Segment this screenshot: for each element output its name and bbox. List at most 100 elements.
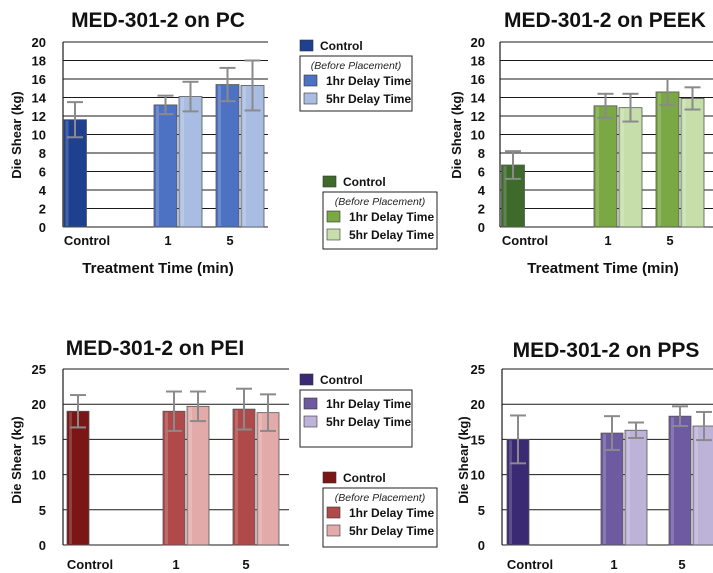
chart-1: MED-301-2 on PEEK 0 2 4 6 8 10 12 14 16 18 20 Die Sh… [449, 9, 713, 277]
y-axis-label: Die Shear (kg) [9, 91, 24, 178]
x-tick-label: Control [64, 233, 110, 248]
legend-label: 5hr Delay Time [349, 228, 434, 242]
bar-highlight [671, 417, 674, 544]
legend-swatch [326, 228, 341, 241]
x-tick-label: 5 [226, 233, 233, 248]
bar-highlight [259, 413, 262, 544]
y-tick-label: 10 [471, 468, 485, 483]
y-tick-label: 10 [471, 128, 485, 143]
y-tick-label: 10 [32, 128, 46, 143]
y-tick-label: 0 [478, 220, 485, 235]
bar-highlight [603, 434, 606, 544]
legend-subtitle: (Before Placement) [335, 196, 425, 208]
y-tick-label: 20 [471, 35, 485, 50]
bar-highlight [69, 412, 72, 544]
legend-swatch [322, 175, 337, 188]
y-tick-label: 15 [471, 432, 485, 447]
y-tick-label: 12 [471, 109, 485, 124]
y-axis-label: Die Shear (kg) [9, 416, 24, 503]
legend-3: Control 1hr Delay Time 5hr Delay Time [299, 373, 413, 448]
chart-title: MED-301-2 on PPS [513, 339, 700, 362]
legend-0: Control (Before Placement) 1hr Delay Time 5… [299, 39, 413, 112]
y-tick-label: 8 [478, 146, 485, 161]
legend-swatch [326, 524, 341, 537]
legend-swatch [303, 397, 318, 410]
x-tick-label: 1 [172, 557, 179, 572]
y-tick-label: 25 [32, 362, 46, 377]
legend-box [322, 191, 438, 250]
y-tick-label: 20 [471, 397, 485, 412]
bar-highlight [695, 427, 698, 544]
y-tick-label: 8 [39, 146, 46, 161]
bar-highlight [596, 106, 599, 226]
y-tick-label: 4 [39, 183, 47, 198]
legend-subtitle: (Before Placement) [311, 60, 401, 72]
legend-label: Control [320, 373, 363, 387]
x-tick-label: 5 [242, 557, 249, 572]
y-tick-label: 20 [32, 35, 46, 50]
legend-1: Control (Before Placement) 1hr Delay Time 5… [322, 175, 438, 250]
x-tick-label: 5 [666, 233, 673, 248]
bar-highlight [621, 108, 624, 226]
y-axis-label: Die Shear (kg) [449, 91, 464, 178]
y-tick-label: 16 [32, 72, 46, 87]
chart-title: MED-301-2 on PEEK [504, 9, 706, 32]
legend-label: 1hr Delay Time [326, 397, 411, 411]
bar-highlight [243, 86, 246, 226]
bar-highlight [683, 99, 686, 226]
legend-swatch [326, 210, 341, 223]
y-tick-label: 18 [471, 54, 485, 69]
bar-highlight [509, 440, 512, 544]
bar-highlight [235, 410, 238, 544]
bar-highlight [156, 105, 159, 226]
y-tick-label: 15 [32, 432, 46, 447]
bar-highlight [165, 412, 168, 544]
y-tick-label: 10 [32, 468, 46, 483]
y-tick-label: 4 [478, 183, 486, 198]
legend-swatch [299, 373, 314, 386]
y-tick-label: 25 [471, 362, 485, 377]
chart-title: MED-301-2 on PEI [66, 337, 245, 360]
legend-swatch [299, 39, 314, 52]
legend-label: 1hr Delay Time [326, 74, 411, 88]
chart-title: MED-301-2 on PC [71, 9, 245, 32]
legend-box [299, 55, 413, 112]
bar-highlight [65, 120, 69, 226]
legend-label: Control [343, 175, 386, 189]
legend-swatch [303, 92, 318, 105]
legend-box [299, 389, 413, 448]
bar-highlight [181, 97, 184, 226]
bar-highlight [189, 407, 192, 544]
bar-highlight [658, 92, 661, 226]
x-tick-label: Control [502, 233, 548, 248]
legend-label: 5hr Delay Time [326, 415, 411, 429]
legend-label: Control [343, 471, 386, 485]
y-tick-label: 20 [32, 397, 46, 412]
y-tick-label: 5 [478, 503, 485, 518]
bar-highlight [627, 431, 630, 544]
bar-highlight [503, 166, 507, 226]
y-tick-label: 16 [471, 72, 485, 87]
y-tick-label: 5 [39, 503, 46, 518]
legend-swatch [303, 74, 318, 87]
y-tick-label: 14 [32, 91, 47, 106]
legend-label: 5hr Delay Time [326, 92, 411, 106]
y-tick-label: 0 [39, 538, 46, 553]
x-tick-label: 5 [678, 557, 685, 572]
y-tick-label: 2 [478, 202, 485, 217]
y-tick-label: 18 [32, 54, 46, 69]
y-tick-label: 2 [39, 202, 46, 217]
y-tick-label: 12 [32, 109, 46, 124]
legend-subtitle: (Before Placement) [335, 492, 425, 504]
legend-label: 1hr Delay Time [349, 210, 434, 224]
y-tick-label: 0 [39, 220, 46, 235]
x-axis-label: Treatment Time (min) [527, 260, 678, 277]
x-axis-label: Treatment Time (min) [82, 260, 233, 277]
x-tick-label: 1 [610, 557, 617, 572]
y-tick-label: 0 [478, 538, 485, 553]
y-tick-label: 14 [471, 91, 486, 106]
legend-box [322, 487, 438, 548]
